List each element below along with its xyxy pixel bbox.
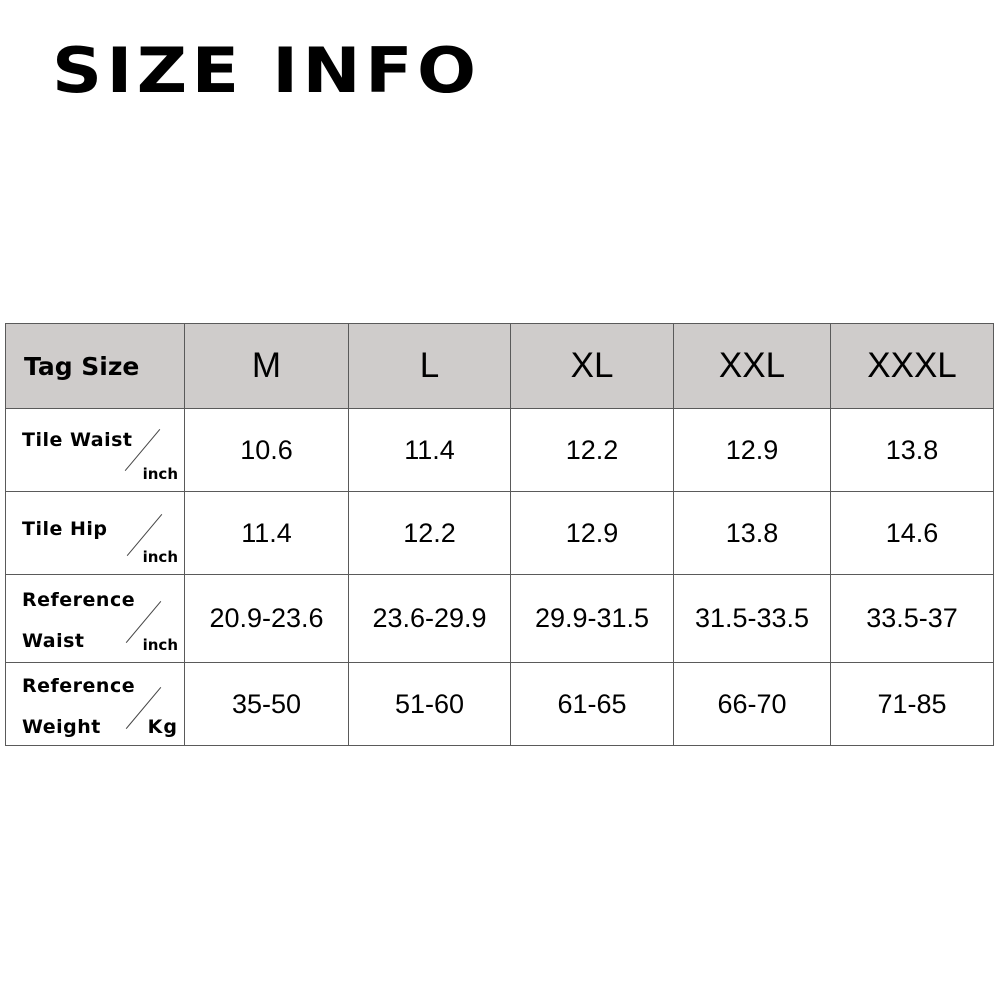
size-header-xxl: XXL: [673, 323, 831, 409]
table-cell: 13.8: [830, 408, 994, 492]
row-label-text-line2: Weight: [22, 716, 101, 738]
size-header-xl: XL: [510, 323, 674, 409]
table-cell: 12.9: [673, 408, 831, 492]
table-cell: 29.9-31.5: [510, 574, 674, 663]
size-header-m: M: [184, 323, 349, 409]
size-header-l: L: [348, 323, 511, 409]
row-label-text: Tile Waist: [22, 429, 133, 451]
row-label-tile-hip: Tile Hip inch: [5, 491, 185, 575]
row-label-text: Tile Hip: [22, 518, 108, 540]
unit-label: inch: [142, 548, 178, 566]
header-row: Tag Size M L XL XXL XXXL: [5, 323, 994, 409]
unit-label: inch: [142, 636, 178, 654]
table-row: Tile Waist inch 10.6 11.4 12.2 12.9 13.8: [5, 408, 994, 492]
table-cell: 20.9-23.6: [184, 574, 349, 663]
row-label-reference-weight: Reference Weight Kg: [5, 662, 185, 746]
table-cell: 12.2: [510, 408, 674, 492]
table-cell: 12.9: [510, 491, 674, 575]
table-cell: 61-65: [510, 662, 674, 746]
table-row: Reference Weight Kg 35-50 51-60 61-65 66…: [5, 662, 994, 746]
table-row: Reference Waist inch 20.9-23.6 23.6-29.9…: [5, 574, 994, 663]
table-cell: 11.4: [348, 408, 511, 492]
unit-label: inch: [142, 465, 178, 483]
unit-label: Kg: [147, 716, 178, 738]
row-label-text: Reference: [22, 675, 136, 697]
size-header-xxxl: XXXL: [830, 323, 994, 409]
row-label-text: Reference: [22, 589, 136, 611]
table-cell: 33.5-37: [830, 574, 994, 663]
table-cell: 23.6-29.9: [348, 574, 511, 663]
table-cell: 35-50: [184, 662, 349, 746]
table-cell: 71-85: [830, 662, 994, 746]
tag-size-header: Tag Size: [5, 323, 185, 409]
table-row: Tile Hip inch 11.4 12.2 12.9 13.8 14.6: [5, 491, 994, 575]
table-cell: 13.8: [673, 491, 831, 575]
table-cell: 12.2: [348, 491, 511, 575]
table-cell: 14.6: [830, 491, 994, 575]
table-cell: 10.6: [184, 408, 349, 492]
table-cell: 11.4: [184, 491, 349, 575]
page-title: SIZE INFO: [52, 34, 481, 107]
row-label-text-line2: Waist: [22, 630, 85, 652]
table-cell: 31.5-33.5: [673, 574, 831, 663]
table-cell: 66-70: [673, 662, 831, 746]
size-chart-table: Tag Size M L XL XXL XXXL Tile Waist inch…: [5, 323, 994, 746]
row-label-reference-waist: Reference Waist inch: [5, 574, 185, 663]
table-cell: 51-60: [348, 662, 511, 746]
row-label-tile-waist: Tile Waist inch: [5, 408, 185, 492]
